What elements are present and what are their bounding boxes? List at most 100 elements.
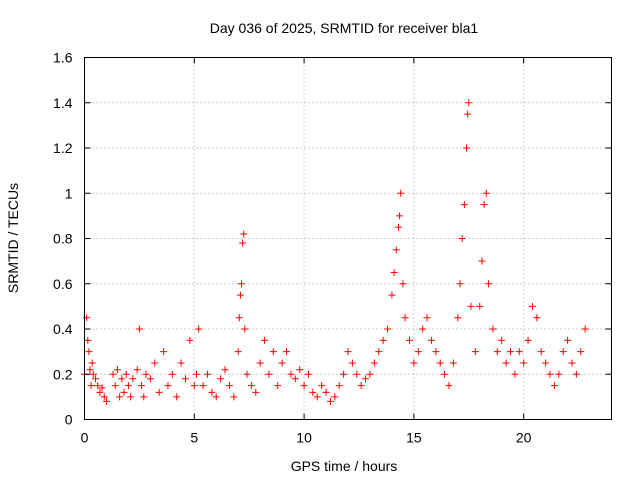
data-point: [357, 382, 365, 390]
data-point: [309, 388, 317, 396]
data-point: [168, 370, 176, 378]
data-point: [423, 314, 431, 322]
data-point: [111, 382, 119, 390]
data-point: [124, 382, 132, 390]
data-point: [550, 382, 558, 390]
data-point: [390, 268, 398, 276]
data-point: [146, 375, 154, 383]
data-point: [471, 348, 479, 356]
data-point: [480, 201, 488, 209]
data-point: [256, 359, 264, 367]
data-point: [129, 375, 137, 383]
data-point: [113, 366, 121, 374]
data-point: [414, 348, 422, 356]
data-point: [87, 382, 95, 390]
data-point: [94, 382, 102, 390]
data-point: [300, 382, 308, 390]
data-point: [235, 314, 243, 322]
data-point: [85, 348, 93, 356]
data-point: [395, 223, 403, 231]
data-point: [98, 384, 106, 392]
y-tick-label: 1.4: [53, 95, 73, 111]
chart-title: Day 036 of 2025, SRMTID for receiver bla…: [210, 20, 479, 36]
data-point: [91, 375, 99, 383]
data-point: [427, 336, 435, 344]
data-point: [465, 99, 473, 107]
data-point: [463, 144, 471, 152]
data-point: [84, 336, 92, 344]
y-tick-label: 0.6: [53, 276, 73, 292]
y-tick-label: 1.2: [53, 140, 73, 156]
y-tick-label: 1: [65, 185, 73, 201]
data-point: [177, 359, 185, 367]
data-point: [482, 189, 490, 197]
data-point: [88, 359, 96, 367]
data-point: [559, 348, 567, 356]
y-tick-label: 0.8: [53, 231, 73, 247]
data-point: [348, 359, 356, 367]
y-tick-label: 1.6: [53, 50, 73, 66]
data-point: [485, 280, 493, 288]
data-point: [555, 370, 563, 378]
data-point: [155, 388, 163, 396]
data-point: [581, 325, 589, 333]
x-tick-label: 20: [516, 430, 532, 446]
data-point: [122, 370, 130, 378]
data-point: [247, 382, 255, 390]
data-point: [140, 393, 148, 401]
data-point: [388, 291, 396, 299]
plot-frame: [84, 57, 612, 420]
data-point: [353, 370, 361, 378]
data-point: [236, 291, 244, 299]
data-point: [186, 336, 194, 344]
data-point: [432, 348, 440, 356]
data-point: [533, 314, 541, 322]
data-point: [313, 393, 321, 401]
data-point: [520, 359, 528, 367]
data-point: [340, 370, 348, 378]
data-point: [478, 257, 486, 265]
data-point: [240, 230, 248, 238]
data-point: [410, 359, 418, 367]
data-point: [577, 348, 585, 356]
y-tick-label: 0.2: [53, 366, 73, 382]
data-point: [238, 280, 246, 288]
x-tick-label: 0: [81, 430, 89, 446]
data-point: [493, 348, 501, 356]
data-point: [506, 348, 514, 356]
data-point: [274, 382, 282, 390]
x-tick-label: 5: [190, 430, 198, 446]
data-point: [243, 370, 251, 378]
data-point: [456, 280, 464, 288]
data-point: [572, 370, 580, 378]
data-point: [109, 370, 117, 378]
data-point: [335, 382, 343, 390]
data-point: [464, 110, 472, 118]
data-point: [96, 388, 104, 396]
data-point: [528, 302, 536, 310]
data-point: [278, 359, 286, 367]
data-point: [190, 382, 198, 390]
data-point: [449, 359, 457, 367]
data-point: [401, 314, 409, 322]
data-point: [524, 336, 532, 344]
data-point: [458, 235, 466, 242]
data-point: [344, 348, 352, 356]
data-point: [370, 359, 378, 367]
data-point: [331, 393, 339, 401]
data-point: [396, 212, 404, 220]
data-point: [265, 370, 273, 378]
y-tick-label: 0: [65, 412, 73, 428]
data-point: [498, 336, 506, 344]
axis-ticks: [84, 57, 612, 420]
data-point: [399, 280, 407, 288]
x-axis-label: GPS time / hours: [291, 458, 398, 474]
data-point: [199, 382, 207, 390]
data-point: [542, 359, 550, 367]
data-points: [81, 99, 589, 405]
data-point: [460, 201, 468, 209]
data-point: [269, 348, 277, 356]
x-tick-label: 15: [406, 430, 422, 446]
y-tick-label: 0.4: [53, 321, 73, 337]
